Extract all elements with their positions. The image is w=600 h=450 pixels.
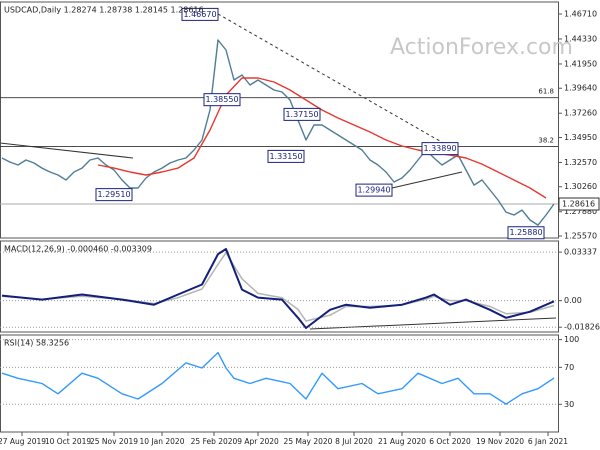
- fib-label: 38.2: [538, 136, 554, 144]
- x-tick-label: 25 May 2020: [284, 437, 333, 446]
- series-line: [1, 39, 555, 226]
- x-tick-label: 27 Aug 2019: [0, 437, 46, 446]
- panel-frame: [0, 334, 559, 433]
- annotation-box: [283, 107, 321, 121]
- annotation-label: 1.25880: [509, 228, 542, 237]
- y-tick-label: 1.25570: [564, 232, 597, 241]
- panel-frame: [0, 1, 559, 239]
- y-tick-label: 1.39640: [564, 84, 597, 93]
- y-tick-label: 0.03337: [564, 248, 597, 257]
- annotation-box: [267, 149, 305, 163]
- panel-title: MACD(12,26,9) -0.000460 -0.003309: [4, 245, 152, 254]
- annotation-box: [95, 188, 133, 202]
- y-tick-label: 1.44330: [564, 34, 597, 43]
- annotation-box: [507, 226, 545, 240]
- annotation-box: [203, 93, 241, 107]
- last-price-box: [558, 197, 600, 211]
- y-tick-label: 1.27880: [564, 207, 597, 216]
- series-line: [1, 248, 555, 329]
- y-tick-label: 1.41950: [564, 59, 597, 68]
- annotation-label: 1.33150: [269, 152, 302, 161]
- trend-line: [217, 13, 453, 149]
- x-tick-label: 25 Nov 2019: [90, 437, 138, 446]
- series-line: [1, 351, 555, 405]
- watermark: ActionForex.com: [390, 35, 573, 60]
- annotation-label: 1.37150: [285, 110, 318, 119]
- x-tick-label: 10 Jan 2020: [140, 437, 185, 446]
- y-tick-label: 30: [564, 400, 574, 409]
- annotation-box: [355, 183, 393, 197]
- annotation-box: [421, 142, 459, 156]
- x-tick-label: 19 Nov 2020: [476, 437, 524, 446]
- annotation-label: 1.38550: [205, 95, 238, 104]
- y-tick-label: 1.32570: [564, 158, 597, 167]
- y-tick-label: 1.46710: [564, 9, 597, 18]
- x-tick-label: 9 Apr 2020: [237, 437, 279, 446]
- fib-label: 61.8: [538, 88, 554, 96]
- y-tick-label: 1.37260: [564, 109, 597, 118]
- annotation-label: 1.29510: [97, 190, 130, 199]
- annotation-label: 1.33890: [423, 144, 456, 153]
- panel-title: RSI(14) 58.3256: [4, 339, 69, 348]
- y-tick-label: 70: [564, 363, 574, 372]
- x-tick-label: 10 Oct 2019: [45, 437, 92, 446]
- annotation-label: 1.29940: [357, 186, 390, 195]
- y-tick-label: 0.00: [564, 296, 582, 305]
- x-tick-label: 8 Jul 2020: [335, 437, 373, 446]
- annotation-label: 1.46670: [183, 10, 216, 19]
- trend-line: [391, 171, 463, 189]
- series-line: [97, 77, 547, 199]
- y-tick-label: 1.30260: [564, 182, 597, 191]
- y-tick-label: 100: [564, 335, 579, 344]
- x-tick-label: 25 Feb 2020: [191, 437, 238, 446]
- panel-frame: [0, 240, 559, 333]
- x-tick-label: 6 Jan 2021: [528, 437, 568, 446]
- y-tick-label: 1.34950: [564, 133, 597, 142]
- x-tick-label: 6 Oct 2020: [429, 437, 471, 446]
- panel-title: USDCAD,Daily 1.28274 1.28738 1.28145 1.2…: [4, 6, 204, 15]
- y-tick-label: -0.018262: [564, 323, 600, 332]
- last-price-label: 1.28616: [562, 200, 595, 209]
- x-tick-label: 21 Aug 2020: [378, 437, 426, 446]
- trend-line: [0, 142, 134, 159]
- annotation-box: [181, 7, 219, 21]
